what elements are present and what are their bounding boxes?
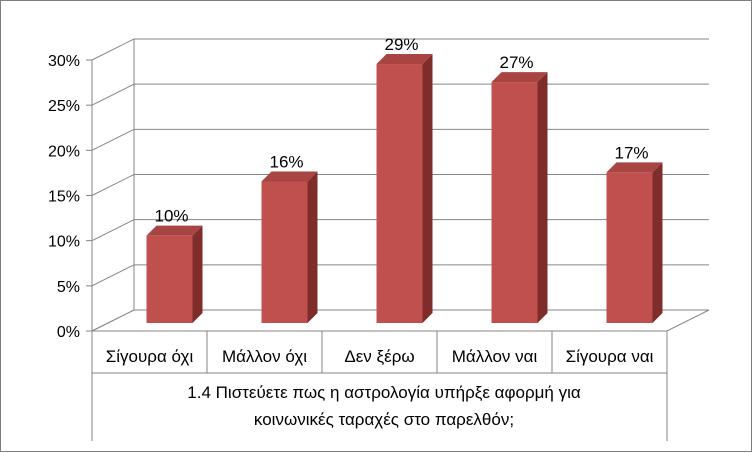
data-label: 17% [614,143,648,162]
bar-top [146,225,203,236]
bars [146,54,663,324]
bar-front [146,235,193,323]
y-tick-label: 25% [48,98,80,115]
x-tick-label: Σίγουρα ναι [566,347,654,366]
y-tick-label: 20% [48,143,80,160]
y-axis-tick-labels: 0% 5% 10% 15% 20% 25% 30% [48,53,80,341]
data-label: 27% [499,53,533,72]
group-label-line2: κοινωνικές ταραχές στο παρελθόν; [254,410,514,429]
x-tick-label: Σίγουρα όχι [106,347,194,366]
x-tick-label: Μάλλον όχι [222,347,307,366]
bar-side [422,54,433,324]
bar [146,225,203,323]
bar [491,72,548,323]
group-label-line1: 1.4 Πιστεύετε πως η αστρολογία υπήρξε αφ… [187,383,581,402]
gridline [91,38,709,61]
bar-front [261,181,308,323]
bar-top [376,54,433,65]
y-tick-label: 15% [48,189,80,206]
data-labels: 10% 16% 29% 27% 17% [154,35,648,226]
x-tick-label: Δεν ξέρω [344,347,414,366]
bar [606,162,663,323]
category-axis: Σίγουρα όχι Μάλλον όχι Δεν ξέρω Μάλλον ναι Σ… [91,330,668,441]
bar [376,54,433,324]
y-tick-label: 5% [57,279,80,296]
bar [261,171,318,323]
data-label: 10% [154,207,188,226]
bar-side [192,225,203,323]
bar-side [307,171,318,323]
x-tick-label: Μάλλον ναι [452,347,538,366]
y-tick-label: 30% [48,53,80,70]
bar-top [261,171,318,182]
bar-front [491,82,538,323]
bar-top [491,72,548,83]
y-tick-label: 0% [57,324,80,341]
bar-top [606,162,663,173]
bar-side [652,162,663,323]
bar-front [376,64,423,324]
y-tick-label: 10% [48,234,80,251]
data-label: 29% [384,35,418,54]
data-label: 16% [269,152,303,171]
bar-side [537,72,548,323]
bar-front [606,172,653,323]
